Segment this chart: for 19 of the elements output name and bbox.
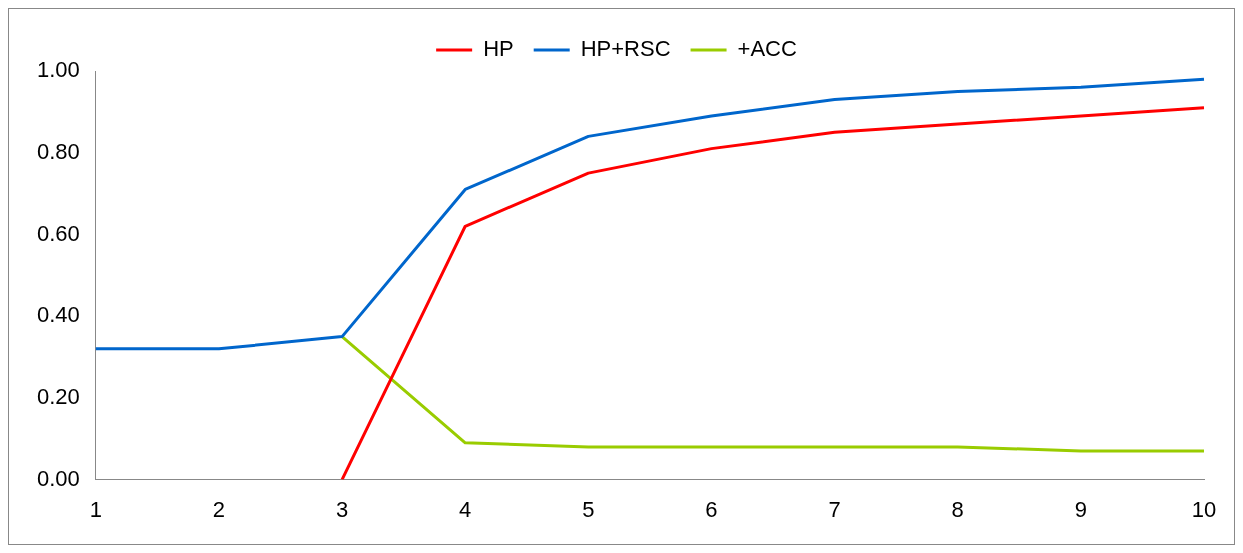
x-tick-label: 5 [582,496,595,522]
x-tick-label: 7 [828,496,841,522]
x-tick-label: 2 [212,496,226,522]
legend-label: HP [483,36,514,62]
y-tick-label: 0.60 [36,220,80,246]
x-tick-label: 6 [705,496,718,522]
x-tick-label: 10 [1191,496,1217,522]
legend-label: HP+RSC [580,36,671,62]
x-tick-label: 8 [951,496,964,522]
y-tick-label: 0.40 [36,302,80,328]
x-tick-label: 4 [459,496,472,522]
y-tick-label: 0.80 [36,138,80,164]
y-tick-label: 0.00 [36,465,80,491]
legend-label: +ACC [737,36,797,62]
y-tick-label: 0.20 [36,383,80,409]
x-tick-label: 3 [335,496,349,522]
y-tick-label: 1.00 [36,57,80,83]
x-tick-label: 1 [89,496,102,522]
x-tick-label: 9 [1074,496,1087,522]
